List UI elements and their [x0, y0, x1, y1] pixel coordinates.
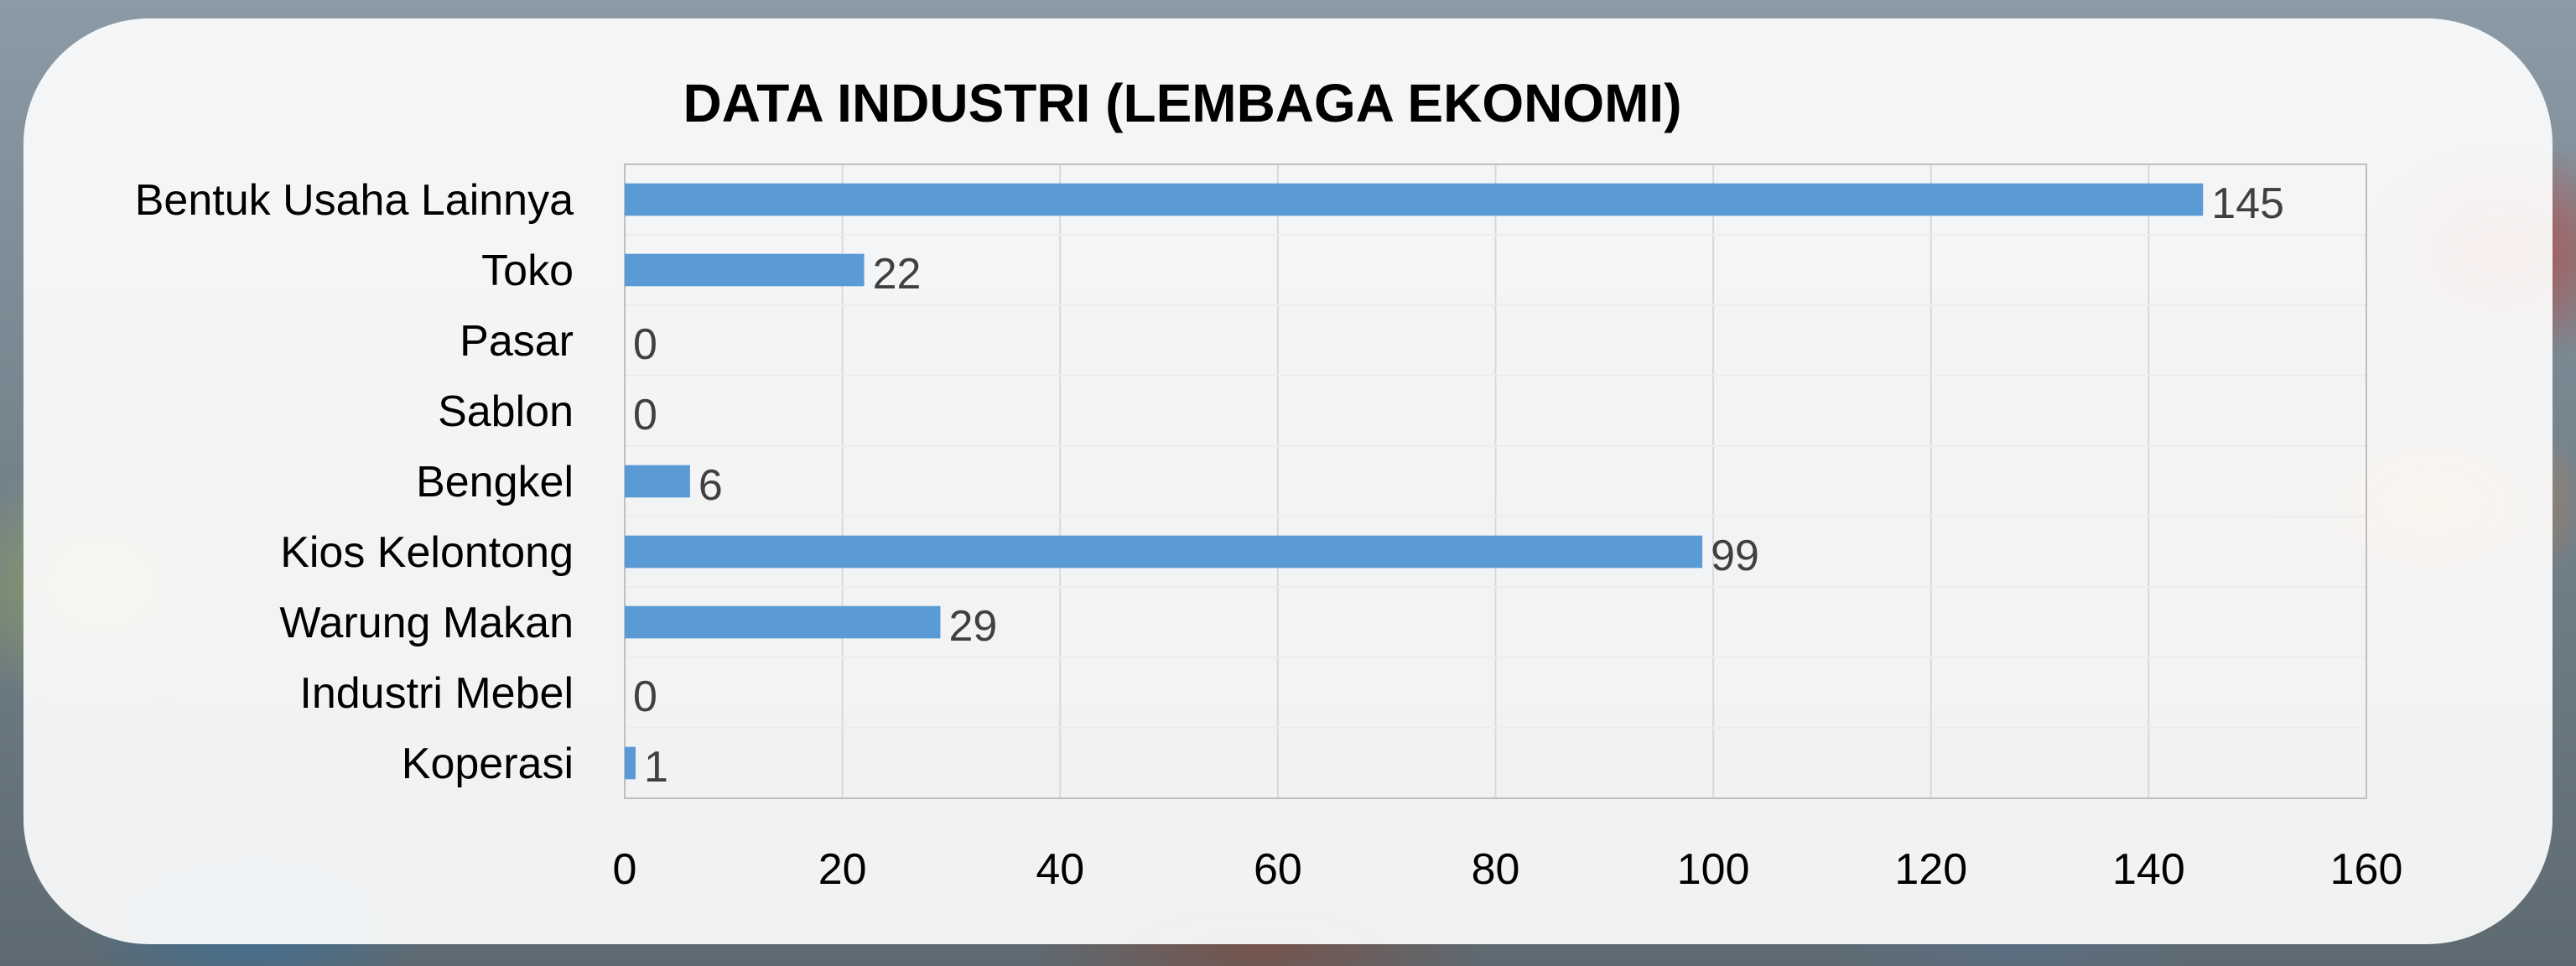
category-label: Pasar [460, 317, 574, 366]
category-label: Koperasi [402, 740, 574, 788]
x-tick-label: 20 [818, 845, 867, 894]
chart-title: DATA INDUSTRI (LEMBAGA EKONOMI) [683, 73, 1682, 133]
x-tick-label: 0 [613, 845, 637, 894]
x-tick-label: 160 [2330, 845, 2403, 894]
x-tick-label: 140 [2112, 845, 2185, 894]
data-label: 0 [633, 391, 657, 439]
x-tick-label: 80 [1472, 845, 1520, 894]
category-label: Toko [481, 247, 574, 295]
data-label: 0 [633, 320, 657, 369]
bar-kios-kelontong [625, 535, 1703, 569]
category-label: Industri Mebel [299, 669, 574, 718]
bar-bentuk-usaha-lainnya [625, 183, 2204, 216]
category-label: Bentuk Usaha Lainnya [135, 176, 574, 225]
chart-panel [23, 18, 2553, 944]
bar-bengkel [625, 465, 690, 498]
category-label: Bengkel [416, 458, 574, 506]
bar-toko [625, 253, 865, 287]
data-label: 0 [633, 673, 657, 721]
x-tick-label: 40 [1036, 845, 1084, 894]
bar-warung-makan [625, 605, 941, 639]
data-label: 145 [2211, 179, 2284, 228]
bars [625, 183, 2204, 780]
bar-koperasi [625, 746, 636, 780]
category-label: Kios Kelontong [280, 528, 574, 577]
data-label: 6 [699, 461, 723, 510]
data-label: 29 [948, 602, 997, 651]
data-label: 22 [873, 250, 922, 299]
x-axis-tick-labels: 0 20 40 60 80 100 120 140 160 [613, 845, 2403, 894]
data-label: 99 [1711, 532, 1759, 580]
data-label: 1 [644, 743, 668, 792]
x-tick-label: 120 [1894, 845, 1967, 894]
category-label: Sablon [438, 387, 574, 436]
x-tick-label: 100 [1677, 845, 1750, 894]
category-labels: Bentuk Usaha Lainnya Toko Pasar Sablon Bengk… [135, 176, 574, 788]
x-tick-label: 60 [1254, 845, 1302, 894]
category-label: Warung Makan [279, 599, 574, 647]
